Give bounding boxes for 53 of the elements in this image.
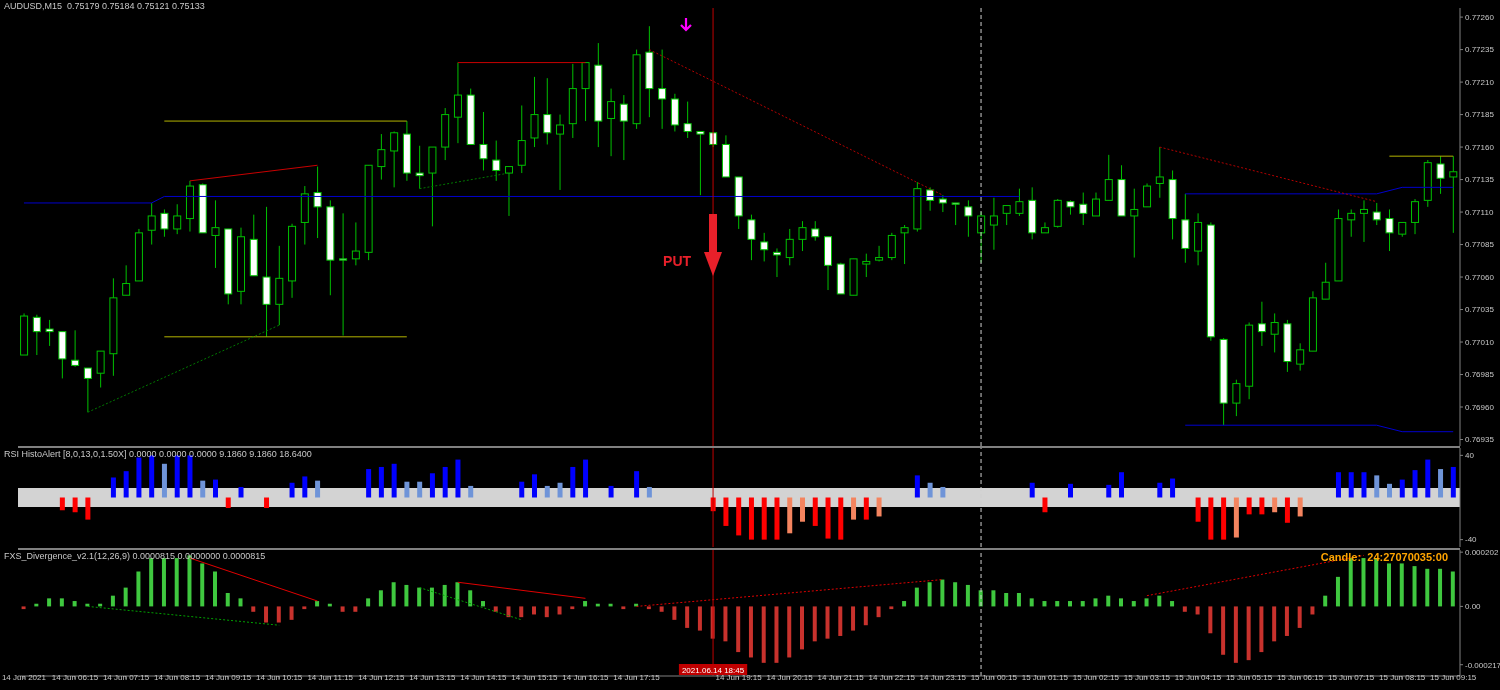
x-tick-label: 14 Jun 22:15 [868, 673, 916, 682]
y-tick-label: 0.77035 [1465, 305, 1495, 315]
x-tick-label: 15 Jun 03:15 [1123, 673, 1171, 682]
y-tick-label: 0.77260 [1465, 12, 1495, 22]
y-tick-label: 0.76985 [1465, 370, 1495, 380]
y-tick-label: 40 [1465, 451, 1475, 461]
x-tick-label: 14 Jun 06:15 [51, 673, 99, 682]
x-tick-label: 14 Jun 19:15 [715, 673, 763, 682]
x-tick-label: 15 Jun 09:15 [1430, 673, 1477, 682]
y-tick-label: 0.77160 [1465, 142, 1495, 152]
x-tick-label: 14 Jun 2021 [1, 673, 47, 682]
chart-title: RSI HistoAlert [8,0,13,0,1.50X] 0.0000 0.0000 0.0000 9.1860 9.1860 18.6400 [4, 449, 312, 459]
x-tick-label: 14 Jun 21:15 [817, 673, 865, 682]
x-tick-label: 15 Jun 00:15 [970, 673, 1018, 682]
x-tick-label: 14 Jun 15:15 [511, 673, 559, 682]
x-tick-label: 14 Jun 12:15 [358, 673, 405, 682]
y-tick-label: -40 [1465, 535, 1478, 545]
y-tick-label: 0.77085 [1465, 240, 1495, 250]
x-tick-label: 15 Jun 02:15 [1072, 673, 1120, 682]
y-tick-label: 0.77210 [1465, 77, 1495, 87]
x-tick-label: 14 Jun 10:15 [256, 673, 303, 682]
y-tick-label: 0.00 [1465, 602, 1482, 612]
x-tick-label: 15 Jun 05:15 [1225, 673, 1273, 682]
annotation: Candle: 24:27070035:00 [1320, 551, 1448, 563]
annotation: PUT [663, 253, 692, 270]
y-tick-label: 0.76935 [1465, 435, 1495, 445]
x-tick-label: 14 Jun 23:15 [919, 673, 967, 682]
chart-title: AUDUSD,M15 0.75179 0.75184 0.75121 0.75133 [4, 1, 205, 11]
x-tick-label: 14 Jun 07:15 [102, 673, 150, 682]
x-tick-label: 14 Jun 20:15 [766, 673, 814, 682]
x-tick-label: 15 Jun 07:15 [1327, 673, 1375, 682]
x-tick-label: 15 Jun 06:15 [1276, 673, 1324, 682]
y-tick-label: 0.77060 [1465, 272, 1495, 282]
x-tick-label: 15 Jun 08:15 [1379, 673, 1426, 682]
y-tick-label: 0.77135 [1465, 175, 1495, 185]
y-tick-label: 0.77185 [1465, 110, 1495, 120]
x-tick-label: 14 Jun 16:15 [562, 673, 610, 682]
y-tick-label: 0.77235 [1465, 45, 1495, 55]
y-tick-label: -0.000217 [1465, 660, 1500, 670]
y-tick-label: 0.77110 [1465, 207, 1494, 217]
x-tick-label: 14 Jun 08:15 [153, 673, 201, 682]
chart-title: FXS_Divergence_v2.1(12,26,9) 0.0000815 0.0000000 0.0000815 [4, 551, 266, 561]
x-tick-label: 14 Jun 13:15 [409, 673, 456, 682]
x-tick-label: 14 Jun 17:15 [613, 673, 661, 682]
x-tick-label: 14 Jun 09:15 [205, 673, 252, 682]
x-tick-label: 15 Jun 04:15 [1174, 673, 1222, 682]
ref-line-label: 2021.06.14 18:45 [681, 665, 745, 675]
x-tick-label: 15 Jun 01:15 [1021, 673, 1069, 682]
y-tick-label: 0.76960 [1465, 402, 1495, 412]
x-tick-label: 14 Jun 11:15 [307, 673, 354, 682]
y-tick-label: 0.000202 [1465, 547, 1499, 557]
x-tick-label: 14 Jun 14:15 [460, 673, 508, 682]
y-tick-label: 0.77010 [1465, 337, 1495, 347]
